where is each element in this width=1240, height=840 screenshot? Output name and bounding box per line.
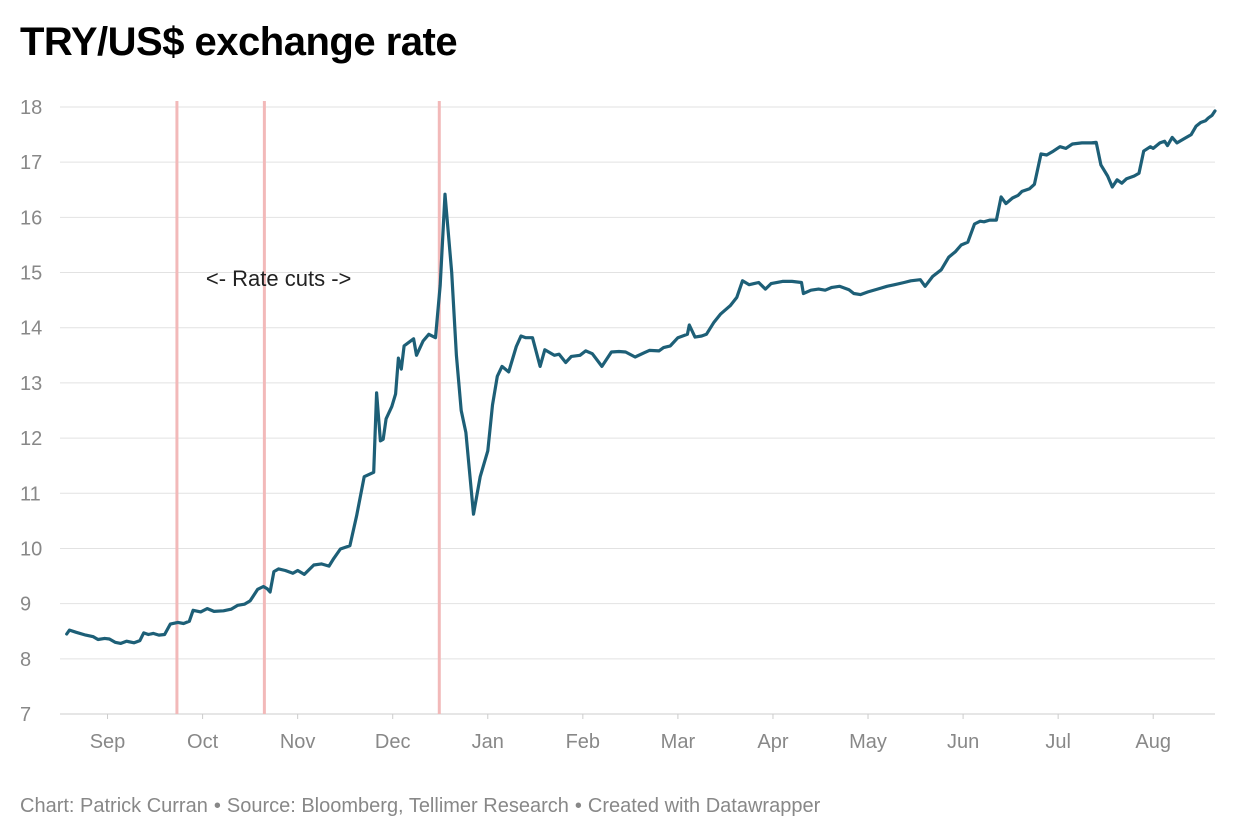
footer-separator: • bbox=[574, 795, 582, 817]
y-tick-label: 15 bbox=[20, 263, 42, 285]
x-tick-label: Sep bbox=[90, 731, 126, 753]
y-tick-label: 13 bbox=[20, 373, 42, 395]
line-chart: 7 8 9 10 11 12 13 14 15 16 17 18 Sep Oct Nov Dec Jan Feb… bbox=[20, 97, 1217, 753]
y-tick-label: 14 bbox=[20, 318, 42, 340]
x-tick-marks bbox=[107, 714, 1154, 719]
footer-chart-credit: Chart: Patrick Curran bbox=[20, 795, 208, 817]
rate-cuts-annotation: <- Rate cuts -> bbox=[206, 266, 352, 291]
footer-separator: • bbox=[213, 795, 221, 817]
y-tick-labels: 7 8 9 10 11 12 13 14 15 16 17 18 bbox=[20, 97, 42, 726]
x-tick-label: Dec bbox=[375, 731, 411, 753]
y-tick-label: 8 bbox=[20, 649, 31, 671]
x-tick-label: Apr bbox=[757, 731, 788, 753]
y-tick-label: 10 bbox=[20, 538, 42, 560]
y-tick-label: 7 bbox=[20, 704, 31, 726]
y-tick-label: 18 bbox=[20, 97, 42, 119]
x-tick-label: Aug bbox=[1135, 731, 1171, 753]
y-tick-label: 16 bbox=[20, 207, 42, 229]
x-tick-label: Oct bbox=[187, 731, 219, 753]
chart-footer: Chart: Patrick Curran • Source: Bloomberg,… bbox=[20, 795, 820, 818]
y-tick-label: 9 bbox=[20, 594, 31, 616]
exchange-rate-line bbox=[65, 109, 1217, 645]
x-tick-labels: Sep Oct Nov Dec Jan Feb Mar Apr May Jun Jul Aug bbox=[90, 731, 1171, 753]
x-tick-label: Jan bbox=[472, 731, 504, 753]
chart-title: TRY/US$ exchange rate bbox=[20, 20, 458, 64]
x-tick-label: Feb bbox=[566, 731, 600, 753]
y-tick-label: 12 bbox=[20, 428, 42, 450]
footer-created-with: Created with Datawrapper bbox=[587, 795, 821, 817]
y-tick-label: 11 bbox=[20, 483, 41, 505]
x-tick-label: Jul bbox=[1045, 731, 1071, 753]
y-tick-label: 17 bbox=[20, 152, 42, 174]
footer-source: Source: Bloomberg, Tellimer Research bbox=[226, 795, 569, 817]
y-gridlines bbox=[60, 106, 1215, 715]
rate-cut-markers bbox=[175, 101, 441, 714]
x-tick-label: Nov bbox=[280, 731, 316, 753]
annotations: <- Rate cuts -> bbox=[206, 266, 352, 291]
x-tick-label: May bbox=[849, 731, 887, 753]
x-tick-label: Mar bbox=[661, 731, 696, 753]
x-tick-label: Jun bbox=[947, 731, 979, 753]
